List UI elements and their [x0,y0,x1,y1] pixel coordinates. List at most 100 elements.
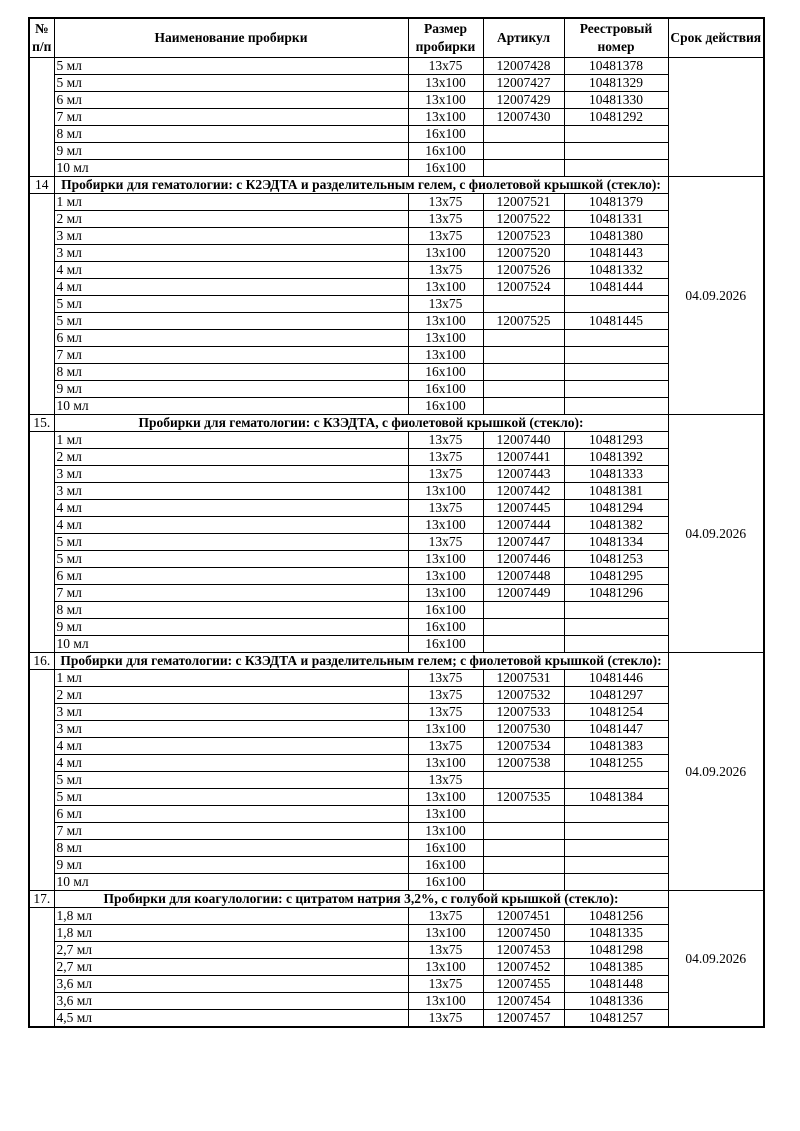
cell-reg: 10481336 [563,992,669,1010]
cell-name: 8 мл [53,601,409,619]
table-row: 2 мл 13x75 12007441 10481392 [29,448,764,466]
cell-size: 13x100 [407,720,484,738]
cell-name: 3 мл [53,720,409,738]
table-row: 3 мл 13x100 12007442 10481381 [29,482,764,500]
cell-size: 13x100 [407,822,484,840]
table-row: 9 мл 16x100 [29,380,764,398]
section-number: 14 [28,176,55,194]
cell-articul: 12007444 [482,516,565,534]
table-row: 1,8 мл 13x100 12007450 10481335 [29,924,764,942]
cell-size: 16x100 [407,618,484,636]
validity-cell: 04.09.2026 [667,652,765,891]
cell-reg [563,142,669,160]
cell-size: 13x75 [407,295,484,313]
cell-reg: 10481444 [563,278,669,296]
table-row: 8 мл 16x100 [29,125,764,143]
cell-name: 5 мл [53,295,409,313]
cell-name: 2 мл [53,448,409,466]
cell-size: 13x75 [407,941,484,959]
cell-reg [563,618,669,636]
cell-size: 13x100 [407,754,484,772]
table-row: 2,7 мл 13x75 12007453 10481298 [29,941,764,959]
col-header-reg: Реестровый номер [563,17,669,58]
cell-size: 13x75 [407,57,484,75]
cell-size: 13x100 [407,788,484,806]
cell-reg: 10481332 [563,261,669,279]
table-row: 5 мл 13x100 12007525 10481445 [29,312,764,330]
section-number: 17. [28,890,55,908]
cell-size: 13x75 [407,907,484,925]
row-num-spacer [28,193,55,415]
table-row: 2,7 мл 13x100 12007452 10481385 [29,958,764,976]
cell-articul: 12007440 [482,431,565,449]
cell-size: 16x100 [407,601,484,619]
cell-articul: 12007534 [482,737,565,755]
cell-articul: 12007530 [482,720,565,738]
cell-size: 16x100 [407,635,484,653]
cell-size: 13x75 [407,533,484,551]
cell-reg: 10481294 [563,499,669,517]
table-row: 4 мл 13x100 12007524 10481444 [29,278,764,296]
section-title: Пробирки для гематологии: с КЗЭДТА, с фи… [53,414,669,432]
table-row: 2 мл 13x75 12007532 10481297 [29,686,764,704]
cell-articul [482,329,565,347]
cell-reg: 10481383 [563,737,669,755]
cell-size: 13x75 [407,448,484,466]
cell-name: 9 мл [53,856,409,874]
cell-articul: 12007522 [482,210,565,228]
col-header-validity: Срок действия [667,17,765,58]
cell-size: 16x100 [407,363,484,381]
cell-reg [563,295,669,313]
section-header-row: 14 Пробирки для гематологии: с К2ЭДТА и р… [28,176,765,415]
cell-name: 8 мл [53,125,409,143]
cell-size: 13x75 [407,737,484,755]
cell-reg: 10481257 [563,1009,669,1028]
cell-articul: 12007533 [482,703,565,721]
cell-size: 13x100 [407,516,484,534]
cell-reg [563,159,669,177]
table-row: 10 мл 16x100 [29,635,764,653]
cell-size: 13x100 [407,584,484,602]
cell-size: 13x75 [407,975,484,993]
cell-size: 13x75 [407,499,484,517]
cell-reg: 10481329 [563,74,669,92]
table-row: 3 мл 13x100 12007530 10481447 [29,720,764,738]
cell-reg [563,397,669,415]
cell-size: 16x100 [407,873,484,891]
cell-articul: 12007427 [482,74,565,92]
table-row: 9 мл 16x100 [29,142,764,160]
cell-name: 5 мл [53,57,409,75]
cell-reg: 10481334 [563,533,669,551]
section-header-row: 16. Пробирки для гематологии: с КЗЭДТА и … [28,652,765,891]
cell-articul: 12007454 [482,992,565,1010]
row-num-spacer [28,907,55,1028]
cell-reg: 10481253 [563,550,669,568]
cell-size: 13x100 [407,312,484,330]
section-header-row: 15. Пробирки для гематологии: с КЗЭДТА, с… [28,414,765,653]
cell-name: 8 мл [53,363,409,381]
table-row: 9 мл 16x100 [29,856,764,874]
table-row: 7 мл 13x100 12007449 10481296 [29,584,764,602]
cell-articul: 12007443 [482,465,565,483]
row-num-spacer [28,57,55,177]
cell-size: 13x75 [407,193,484,211]
cell-reg [563,873,669,891]
section-number: 16. [28,652,55,670]
col-header-name: Наименование пробирки [53,17,409,58]
cell-articul: 12007455 [482,975,565,993]
cell-reg: 10481447 [563,720,669,738]
cell-articul [482,839,565,857]
cell-size: 16x100 [407,125,484,143]
table-row: 5 мл 13x100 12007535 10481384 [29,788,764,806]
cell-name: 7 мл [53,346,409,364]
section-number: 15. [28,414,55,432]
cell-size: 13x75 [407,431,484,449]
cell-articul [482,142,565,160]
cell-articul: 12007532 [482,686,565,704]
cell-articul: 12007535 [482,788,565,806]
table-row: 5 мл 13x75 [29,771,764,789]
validity-cell: 04.09.2026 [667,176,765,415]
cell-articul [482,635,565,653]
cell-reg: 10481297 [563,686,669,704]
cell-reg: 10481443 [563,244,669,262]
